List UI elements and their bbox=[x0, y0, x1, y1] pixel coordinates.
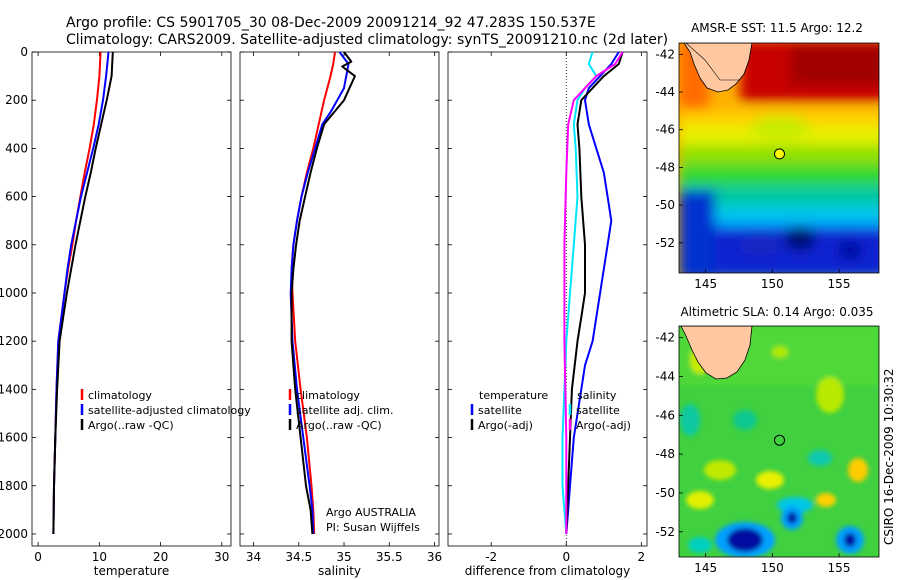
map-x-tick-label: 155 bbox=[828, 277, 851, 291]
y-tick-label: 1200 bbox=[0, 334, 28, 348]
x-tick-label: 36 bbox=[427, 550, 442, 564]
legend-entry: Argo(-adj) bbox=[576, 419, 631, 432]
map-y-tick-label: -42 bbox=[655, 331, 675, 345]
sst-argo-marker bbox=[773, 148, 785, 160]
map-y-tick-label: -44 bbox=[655, 85, 675, 99]
sla-argo-marker bbox=[773, 434, 785, 446]
x-tick-label: 10 bbox=[92, 550, 107, 564]
y-tick-label: 1000 bbox=[0, 286, 28, 300]
series-line bbox=[290, 51, 356, 535]
map-x-tick-label: 150 bbox=[761, 561, 784, 575]
plot-frame bbox=[447, 51, 648, 547]
x-tick-label: -2 bbox=[485, 550, 497, 564]
map-y-tick-label: -46 bbox=[655, 123, 675, 137]
series-line bbox=[565, 51, 620, 535]
figure-title-line2: Climatology: CARS2009. Satellite-adjuste… bbox=[66, 32, 668, 48]
y-tick-label: 2000 bbox=[0, 527, 28, 541]
map-y-tick-label: -46 bbox=[655, 408, 675, 422]
x-tick-label: 2 bbox=[638, 550, 646, 564]
series-line bbox=[290, 51, 336, 535]
legend-entry: climatology bbox=[88, 389, 152, 402]
legend-entry: climatology bbox=[296, 389, 360, 402]
sla-map: Altimetric SLA: 0.14 Argo: 0.035 bbox=[655, 305, 880, 575]
profile-panel-3: -2 0 2 difference from climatology temperatu… bbox=[447, 51, 648, 578]
annotation-text: PI: Susan Wijffels bbox=[326, 521, 420, 534]
map-x-tick-label: 155 bbox=[828, 561, 851, 575]
map-y-tick-label: -50 bbox=[655, 198, 675, 212]
legend-heading: salinity bbox=[577, 389, 617, 402]
legend-entry: satellite bbox=[478, 404, 522, 417]
x-tick-label: 0 bbox=[34, 550, 42, 564]
sst-map: AMSR-E SST: 11.5 Argo: 12.2 bbox=[655, 21, 880, 291]
sla-map-title: Altimetric SLA: 0.14 Argo: 0.035 bbox=[680, 305, 873, 319]
plot-frame bbox=[31, 51, 232, 547]
side-label: CSIRO 16-Dec-2009 10:30:32 bbox=[882, 368, 896, 545]
series-line bbox=[52, 51, 102, 535]
map-x-tick-label: 150 bbox=[761, 277, 784, 291]
legend-entry: satellite adj. clim. bbox=[296, 404, 393, 417]
figure-title-line1: Argo profile: CS 5901705_30 08-Dec-2009 … bbox=[66, 15, 596, 31]
annotation-text: Argo AUSTRALIA bbox=[326, 506, 416, 519]
x-tick-label: 34.5 bbox=[285, 550, 312, 564]
profile-panel-1: 0 10 20 30 0 200 400 600 800 1000 1200 1400 1600 1800… bbox=[0, 45, 251, 578]
legend-entry: satellite-adjusted climatology bbox=[88, 404, 251, 417]
y-tick-label: 800 bbox=[5, 238, 28, 252]
y-tick-label: 1400 bbox=[0, 382, 28, 396]
y-tick-label: 200 bbox=[5, 93, 28, 107]
map-y-tick-label: -52 bbox=[655, 525, 675, 539]
y-tick-label: 1800 bbox=[0, 479, 28, 493]
y-tick-label: 400 bbox=[5, 141, 28, 155]
sst-map-title: AMSR-E SST: 11.5 Argo: 12.2 bbox=[691, 21, 863, 35]
y-tick-label: 0 bbox=[20, 45, 28, 59]
x-axis-label: temperature bbox=[94, 564, 169, 578]
x-tick-label: 0 bbox=[562, 550, 570, 564]
tasmania-landmass-sla bbox=[679, 326, 753, 380]
y-tick-label: 600 bbox=[5, 190, 28, 204]
x-tick-label: 35 bbox=[336, 550, 351, 564]
map-y-tick-label: -48 bbox=[655, 447, 675, 461]
y-tick-label: 1600 bbox=[0, 431, 28, 445]
map-y-tick-label: -50 bbox=[655, 486, 675, 500]
x-tick-label: 30 bbox=[214, 550, 229, 564]
x-tick-label: 35.5 bbox=[376, 550, 403, 564]
map-y-tick-label: -44 bbox=[655, 369, 675, 383]
x-axis-label: difference from climatology bbox=[465, 564, 631, 578]
series-line bbox=[289, 51, 350, 535]
profile-panel-2: 34 34.5 35 35.5 36 salinity climatology satelli… bbox=[239, 51, 442, 578]
map-y-tick-label: -52 bbox=[655, 236, 675, 250]
legend-entry: satellite bbox=[576, 404, 620, 417]
legend-entry: Argo(-adj) bbox=[478, 419, 533, 432]
series-line bbox=[563, 51, 624, 534]
map-y-tick-label: -48 bbox=[655, 160, 675, 174]
x-tick-label: 34 bbox=[246, 550, 261, 564]
map-x-tick-label: 145 bbox=[694, 277, 717, 291]
map-y-tick-label: -42 bbox=[655, 47, 675, 61]
plot-frame bbox=[239, 51, 440, 547]
map-x-tick-label: 145 bbox=[694, 561, 717, 575]
legend-entry: Argo(..raw -QC) bbox=[88, 419, 174, 432]
legend-heading: temperature bbox=[479, 389, 548, 402]
x-axis-label: salinity bbox=[318, 564, 361, 578]
legend-entry: Argo(..raw -QC) bbox=[296, 419, 382, 432]
x-tick-label: 20 bbox=[153, 550, 168, 564]
series-line bbox=[52, 51, 114, 535]
